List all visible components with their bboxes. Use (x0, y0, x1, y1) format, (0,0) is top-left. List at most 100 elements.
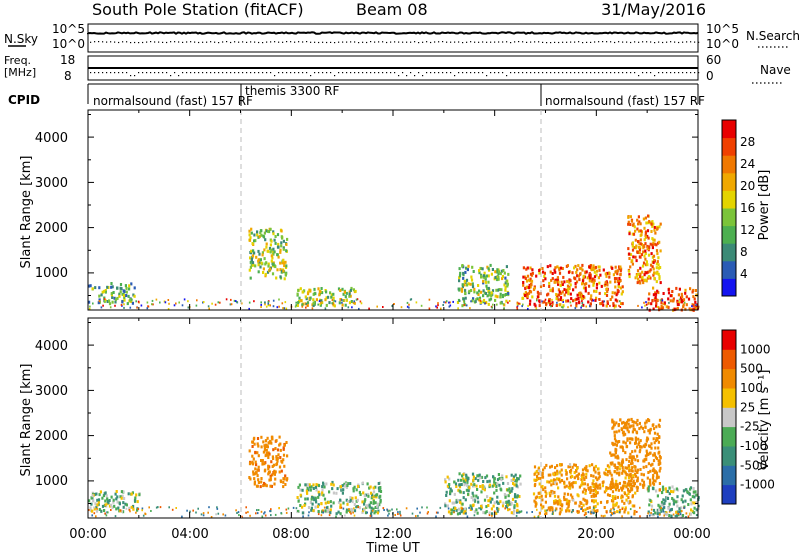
power-cell (499, 292, 502, 296)
velocity-cell (257, 444, 260, 448)
power-cell (695, 303, 697, 306)
velocity-cell (457, 488, 460, 492)
velocity-cell (463, 510, 466, 513)
power-colorbar-swatch (722, 190, 736, 209)
power-cell (592, 299, 595, 302)
power-cell (462, 271, 465, 275)
velocity-cell (450, 511, 453, 515)
velocity-cell (591, 499, 594, 503)
velocity-cell (455, 508, 458, 512)
power-cell (550, 278, 553, 282)
power-cell (594, 265, 597, 269)
power-cell (126, 302, 129, 306)
power-cell (658, 240, 661, 244)
velocity-cell (374, 485, 377, 489)
velocity-cell (608, 469, 611, 473)
noise-search-dot (486, 41, 488, 43)
power-cell (592, 281, 595, 285)
noise-search-dot (322, 41, 324, 43)
noise-search-dot (210, 41, 212, 43)
velocity-cell (353, 507, 355, 510)
velocity-cell (515, 514, 518, 517)
power-cell (577, 297, 580, 300)
velocity-cell (566, 477, 569, 481)
power-cell (648, 220, 651, 223)
noise-search-dot (130, 42, 132, 44)
velocity-cell (585, 516, 588, 518)
power-cell (121, 300, 124, 304)
noise-search-dot (398, 41, 400, 43)
velocity-cell (458, 511, 461, 515)
nave-dot (630, 72, 632, 74)
velocity-cell (282, 485, 285, 489)
noise-search-dot (586, 41, 588, 43)
velocity-cell (541, 471, 544, 475)
velocity-cell (581, 490, 585, 494)
nave-dot (386, 72, 388, 74)
noise-search-dot (110, 41, 112, 43)
velocity-cell (371, 509, 374, 512)
velocity-cell (110, 495, 113, 499)
power-cell (208, 307, 210, 310)
velocity-cell (357, 506, 360, 509)
velocity-cell (263, 462, 266, 466)
velocity-cell (586, 469, 589, 473)
noise-search-dot (126, 41, 128, 43)
velocity-cell (516, 485, 519, 489)
velocity-cell (571, 511, 573, 514)
power-cell (529, 266, 532, 270)
power-cell (345, 291, 348, 295)
velocity-cell (444, 504, 447, 508)
velocity-cell (376, 502, 380, 506)
velocity-cell (582, 476, 585, 480)
power-cell (266, 270, 270, 274)
velocity-cell (276, 459, 279, 463)
power-cell (270, 248, 273, 252)
power-cell (501, 275, 504, 278)
velocity-cell (578, 485, 581, 489)
power-cell (592, 277, 595, 281)
beam-label: Beam 08 (356, 0, 428, 19)
noise-search-dot (138, 42, 140, 44)
power-cell (458, 279, 461, 283)
velocity-cell (310, 508, 313, 512)
power-cell (488, 293, 491, 297)
power-cell (105, 299, 107, 302)
power-cell (627, 220, 630, 224)
noise-search-dot (230, 41, 232, 44)
power-cell (652, 273, 655, 277)
nave-dot (430, 72, 432, 74)
power-cell (400, 306, 403, 309)
power-cell (297, 301, 300, 305)
power-cell (574, 282, 577, 285)
power-cell (320, 287, 323, 290)
power-cell (629, 253, 633, 257)
velocity-cell (653, 514, 655, 517)
velocity-cell (685, 512, 688, 515)
power-cell (595, 282, 599, 286)
velocity-cell (251, 440, 255, 444)
power-cell (630, 219, 633, 223)
velocity-cell (614, 466, 617, 470)
power-cell (508, 300, 511, 302)
velocity-cell (476, 511, 479, 515)
velocity-cell (583, 478, 586, 482)
power-cell (672, 299, 675, 303)
power-cell (333, 299, 335, 302)
velocity-cell (329, 508, 332, 512)
velocity-cell (606, 493, 610, 497)
power-cell (636, 269, 640, 273)
velocity-cell (560, 508, 563, 512)
power-cell (507, 291, 510, 295)
power-cell (526, 274, 530, 278)
power-cell (593, 275, 597, 279)
power-cell (524, 294, 527, 297)
power-cell (195, 304, 198, 307)
velocity-cell (458, 485, 462, 489)
velocity-cell (660, 510, 663, 513)
x-tick-2000: 20:00 (577, 527, 614, 542)
velocity-cell (339, 505, 342, 509)
velocity-cell (510, 479, 513, 482)
power-cell (676, 303, 679, 306)
velocity-cell (668, 510, 671, 513)
